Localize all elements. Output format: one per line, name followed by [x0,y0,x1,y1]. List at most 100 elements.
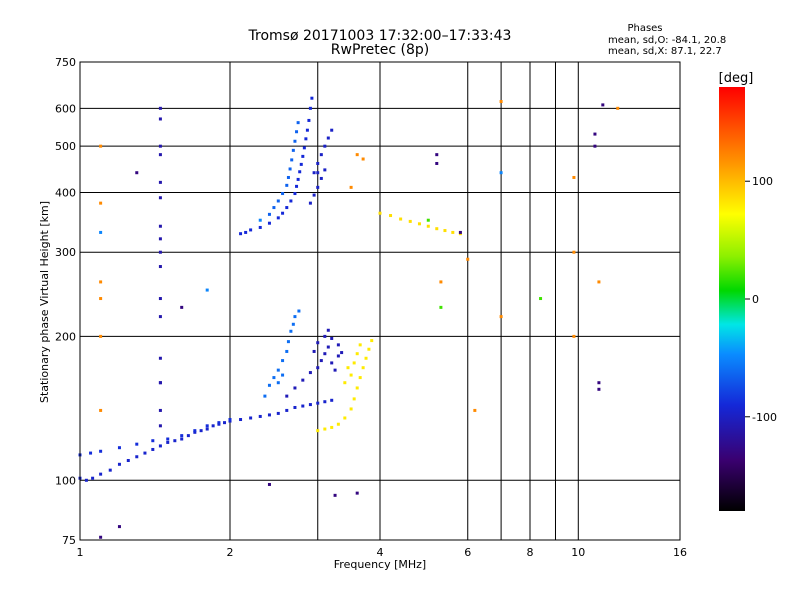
data-point [158,106,162,110]
data-point [205,424,209,428]
data-point [285,408,289,412]
data-point [267,212,271,216]
data-point [205,427,209,431]
x-tick-label: 4 [377,546,384,559]
data-point [295,184,299,188]
data-point [361,366,365,370]
data-point [355,491,359,495]
data-point [249,416,253,420]
data-point [276,381,280,385]
data-point [99,144,103,148]
data-point [597,381,601,385]
data-point [355,153,359,157]
data-point [267,383,271,387]
data-point [285,394,289,398]
data-point [323,168,327,172]
x-tick-label: 16 [673,546,687,559]
data-point [326,328,330,332]
data-point [308,201,312,205]
data-point [158,144,162,148]
data-point [288,167,292,171]
data-point [290,158,294,162]
data-point [99,535,103,539]
y-tick-label: 600 [55,102,76,115]
stats-heading: Phases [627,23,662,34]
x-tick-label: 10 [571,546,585,559]
data-point [539,297,543,301]
data-point [99,297,103,301]
data-point [151,439,155,443]
data-point [173,439,177,443]
data-point [301,154,305,158]
data-point [99,201,103,205]
y-tick-label: 500 [55,140,76,153]
data-point [316,185,320,189]
data-point [228,418,232,422]
data-point [336,422,340,426]
data-point [108,468,112,472]
data-point [330,425,334,429]
data-point [158,224,162,228]
data-point [349,373,353,377]
data-point [99,472,103,476]
data-point [158,424,162,428]
data-point [343,416,347,420]
data-point [597,387,601,391]
data-point [389,214,393,218]
data-point [297,309,301,313]
data-point [211,424,215,428]
data-point [323,144,327,148]
data-point [601,103,605,107]
data-point [399,217,403,221]
data-point [499,315,503,319]
data-point [263,394,267,398]
data-point [158,250,162,254]
data-point [239,418,243,422]
data-point [367,347,371,351]
data-point [308,371,312,375]
data-point [91,476,95,480]
data-point [299,162,303,166]
data-point [336,354,340,358]
data-point [281,359,285,363]
data-point [346,366,350,370]
data-point [258,218,262,222]
data-point [289,329,293,333]
data-points [78,96,620,539]
data-point [499,100,503,104]
data-point [426,218,430,222]
data-point [293,315,297,319]
data-point [319,359,323,363]
data-point [302,146,306,150]
data-point [305,128,309,132]
data-point [158,196,162,200]
stats-line-x: mean, sd,X: 87.1, 22.7 [608,46,722,57]
data-point [166,440,170,444]
data-point [296,177,300,181]
x-tick-label: 6 [464,546,471,559]
data-point [135,455,139,459]
colorbar-tick-label: 0 [752,293,759,306]
data-point [158,297,162,301]
data-point [443,229,447,233]
data-point [358,376,362,380]
data-point [285,349,289,353]
data-point [135,171,139,175]
data-point [352,361,356,365]
data-point [310,96,314,100]
data-point [286,175,290,179]
data-point [286,340,290,344]
data-point [158,408,162,412]
data-point [312,171,316,175]
data-point [272,376,276,380]
data-point [435,227,439,231]
data-point [293,139,297,143]
data-point [316,171,320,175]
data-point [158,444,162,448]
data-point [301,378,305,382]
data-point [293,405,297,409]
plot-frame [79,61,681,541]
data-point [308,403,312,407]
data-point [326,136,330,140]
data-point [435,161,439,165]
